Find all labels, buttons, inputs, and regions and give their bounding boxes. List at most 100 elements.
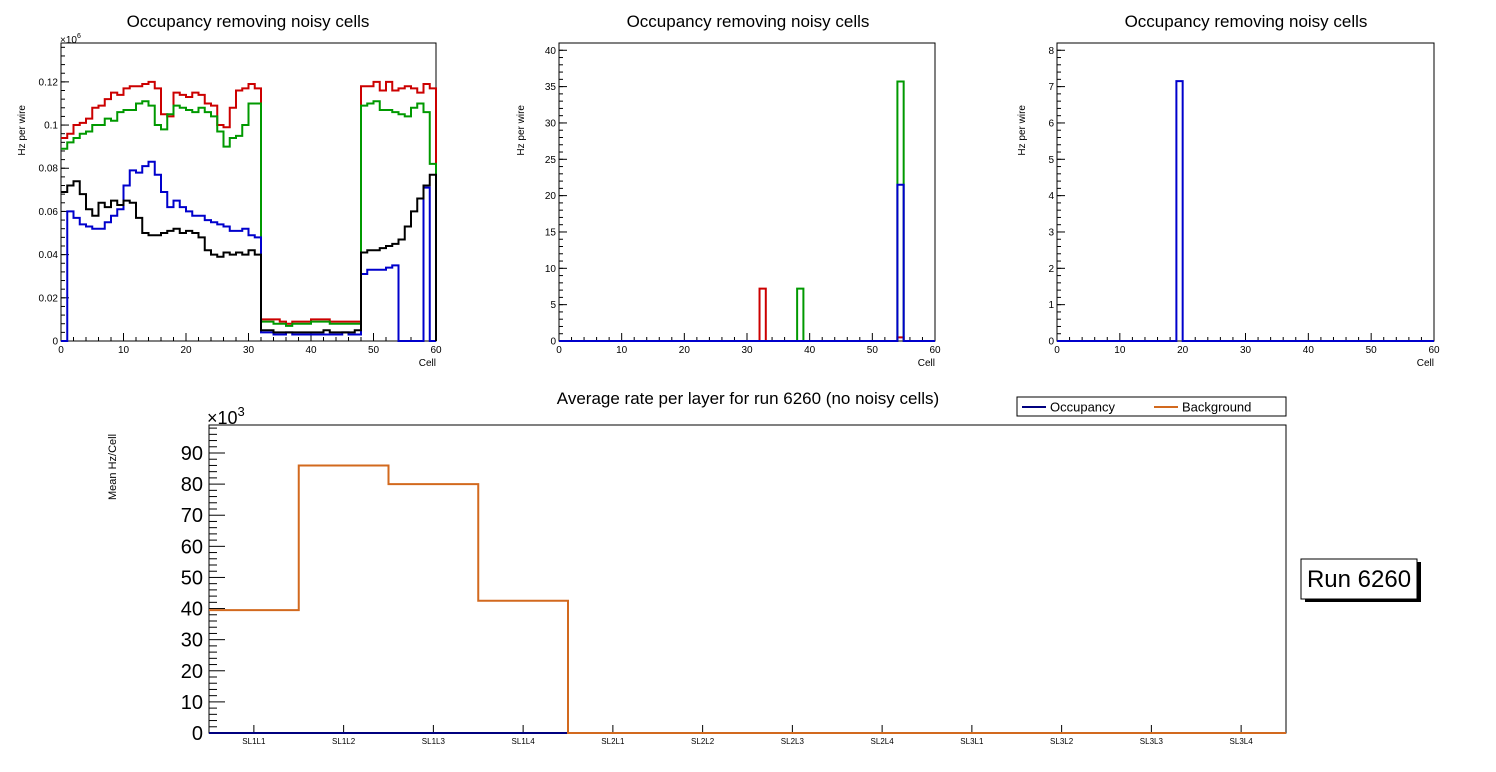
panel-3-series (1057, 80, 1434, 342)
panel-4-frame (208, 424, 1287, 734)
y-tick-label: 50 (181, 567, 203, 589)
panel-3: Occupancy removing noisy cells Hz per wi… (1017, 12, 1440, 369)
panel-4: Average rate per layer for run 6260 (no … (107, 389, 1287, 746)
y-tick-label: 35 (545, 82, 557, 93)
x-tick-label: 10 (616, 345, 628, 356)
y-tick-label: 80 (181, 474, 203, 496)
run-box-label: Run 6260 (1307, 566, 1411, 593)
y-tick-label: 4 (1048, 191, 1054, 202)
panel-2-frame (558, 42, 936, 342)
panel-4-axes: 0 10 20 30 40 50 60 70 80 90 SL1L1 SL1L2 SL1L3 SL1L4 S… (181, 427, 1254, 746)
panel-1: Occupancy removing noisy cells ×106 Hz p… (17, 12, 442, 369)
y-tick-label: 30 (545, 118, 557, 129)
x-tick-label: SL3L1 (960, 737, 984, 746)
y-tick-label: 0.06 (39, 207, 59, 218)
y-tick-label: 70 (181, 505, 203, 527)
x-tick-label: SL2L4 (871, 737, 895, 746)
x-tick-label: 20 (180, 345, 192, 356)
panel-1-title: Occupancy removing noisy cells (127, 12, 370, 31)
y-tick-label: 1 (1048, 300, 1054, 311)
x-tick-label: 30 (243, 345, 255, 356)
x-tick-label: SL1L4 (512, 737, 536, 746)
x-tick-label: SL3L2 (1050, 737, 1074, 746)
y-tick-label: 0 (52, 337, 58, 348)
panel-2-xlabel: Cell (918, 358, 935, 369)
x-tick-label: 20 (679, 345, 691, 356)
panel-4-title: Average rate per layer for run 6260 (no … (557, 389, 939, 408)
legend-occupancy-label: Occupancy (1050, 400, 1116, 415)
y-tick-label: 8 (1048, 46, 1054, 57)
x-tick-label: 0 (556, 345, 562, 356)
y-tick-label: 0.08 (39, 164, 59, 175)
y-tick-label: 0.04 (39, 250, 59, 261)
x-tick-label: 40 (1303, 345, 1315, 356)
x-tick-label: 60 (1428, 345, 1440, 356)
y-tick-label: 7 (1048, 82, 1054, 93)
x-tick-label: SL2L2 (691, 737, 715, 746)
panel-3-frame (1056, 42, 1435, 342)
x-tick-label: 10 (118, 345, 130, 356)
series-green (559, 80, 935, 342)
y-tick-label: 0.1 (44, 121, 58, 132)
x-tick-label: 0 (58, 345, 64, 356)
y-tick-label: 30 (181, 630, 203, 652)
panel-2-title: Occupancy removing noisy cells (627, 12, 870, 31)
panel-3-title: Occupancy removing noisy cells (1125, 12, 1368, 31)
legend-box (1016, 396, 1287, 417)
panel-3-ylabel: Hz per wire (1017, 105, 1028, 156)
x-tick-label: 40 (804, 345, 816, 356)
y-tick-label: 10 (181, 692, 203, 714)
y-tick-label: 6 (1048, 118, 1054, 129)
y-tick-label: 40 (181, 599, 203, 621)
y-tick-label: 20 (181, 661, 203, 683)
x-tick-label: SL3L3 (1140, 737, 1164, 746)
x-tick-label: SL3L4 (1230, 737, 1254, 746)
x-tick-label: 0 (1054, 345, 1060, 356)
y-tick-label: 5 (1048, 155, 1054, 166)
series-blue (559, 183, 935, 342)
run-box-frame (1300, 558, 1418, 600)
panel-4-series (209, 464, 1286, 734)
y-tick-label: 90 (181, 443, 203, 465)
x-tick-label: 10 (1114, 345, 1126, 356)
legend: Occupancy Background (1016, 396, 1287, 417)
series-blue (61, 160, 436, 342)
series-green (61, 100, 437, 341)
y-tick-label: 0.02 (39, 293, 59, 304)
panel-2-axes: 0 10 20 30 40 50 60 0 5 10 15 20 25 30 35 40 (545, 42, 941, 356)
x-tick-label: 30 (741, 345, 753, 356)
x-tick-label: SL1L3 (422, 737, 446, 746)
x-tick-label: SL1L2 (332, 737, 356, 746)
y-tick-label: 0.12 (39, 77, 59, 88)
x-tick-label: 20 (1177, 345, 1189, 356)
x-tick-label: 50 (368, 345, 380, 356)
x-tick-label: 50 (1366, 345, 1378, 356)
series-black (61, 173, 437, 341)
panel-3-xlabel: Cell (1417, 358, 1434, 369)
y-tick-label: 0 (550, 337, 556, 348)
panel-1-exponent: ×106 (60, 33, 81, 46)
y-tick-label: 3 (1048, 227, 1054, 238)
y-tick-label: 40 (545, 46, 557, 57)
run-box: Run 6260 (1300, 558, 1421, 602)
y-tick-label: 20 (545, 191, 557, 202)
x-tick-label: SL1L1 (242, 737, 266, 746)
x-tick-label: SL2L3 (781, 737, 805, 746)
y-tick-label: 25 (545, 155, 557, 166)
x-tick-label: 60 (430, 345, 442, 356)
panel-4-ylabel: Mean Hz/Cell (107, 434, 119, 500)
y-tick-label: 10 (545, 264, 557, 275)
y-tick-label: 0 (192, 723, 203, 745)
y-tick-label: 60 (181, 536, 203, 558)
legend-background-label: Background (1182, 400, 1251, 415)
x-tick-label: 30 (1240, 345, 1252, 356)
panel-1-xlabel: Cell (419, 358, 436, 369)
y-tick-label: 15 (545, 227, 557, 238)
x-tick-label: 40 (305, 345, 317, 356)
panel-2: Occupancy removing noisy cells Hz per wi… (516, 12, 941, 369)
x-tick-label: 60 (929, 345, 941, 356)
y-tick-label: 5 (550, 300, 556, 311)
panel-4-exponent: ×103 (207, 404, 245, 428)
panel-1-series (61, 80, 437, 342)
